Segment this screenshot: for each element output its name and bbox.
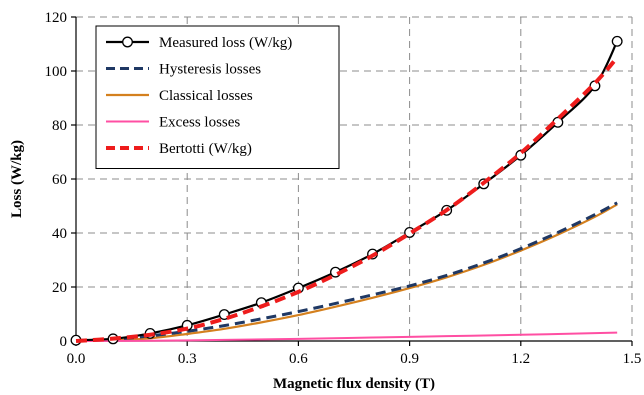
legend-box — [95, 25, 340, 169]
legend: Measured loss (W/kg) Hysteresis losses Cla… — [95, 25, 340, 169]
y-tick-label: 40 — [52, 226, 67, 242]
legend-label: Measured loss (W/kg) — [159, 35, 292, 51]
x-axis-title: Magnetic flux density (T) — [273, 376, 435, 392]
y-tick-label: 60 — [52, 172, 67, 188]
legend-label: Bertotti (W/kg) — [159, 141, 252, 157]
x-tick-label: 0.0 — [67, 351, 86, 367]
series-line-2 — [75, 203, 618, 343]
series-line-1 — [75, 201, 618, 343]
series-line-4 — [75, 56, 619, 343]
y-axis-title: Loss (W/kg) — [9, 140, 25, 218]
x-tick-label: 1.2 — [511, 351, 530, 367]
y-tick-label: 0 — [60, 334, 68, 350]
legend-item: Classical losses — [106, 88, 253, 104]
legend-item: Bertotti (W/kg) — [106, 141, 252, 157]
data-point-marker — [611, 35, 623, 47]
legend-label: Classical losses — [159, 88, 253, 104]
series-line-3 — [75, 331, 618, 342]
x-tick-label: 0.3 — [178, 351, 197, 367]
y-tick-label: 20 — [52, 280, 67, 296]
x-tick-label: 0.6 — [289, 351, 308, 367]
x-tick-label: 0.9 — [400, 351, 419, 367]
series-lines — [70, 35, 623, 346]
y-tick-label: 120 — [45, 10, 68, 26]
legend-label: Hysteresis losses — [159, 62, 261, 78]
legend-item: Hysteresis losses — [106, 62, 261, 78]
y-tick-label: 100 — [45, 64, 68, 80]
legend-item: Measured loss (W/kg) — [106, 35, 292, 51]
y-tick-label: 80 — [52, 118, 67, 134]
legend-item: Excess losses — [106, 115, 240, 131]
tick-labels: 0 20 40 60 80 100 120 0.0 0.3 0.6 0.9 1.2 1.5 — [45, 10, 642, 367]
x-tick-label: 1.5 — [623, 351, 642, 367]
legend-label: Excess losses — [159, 115, 240, 131]
legend-marker — [122, 36, 133, 48]
